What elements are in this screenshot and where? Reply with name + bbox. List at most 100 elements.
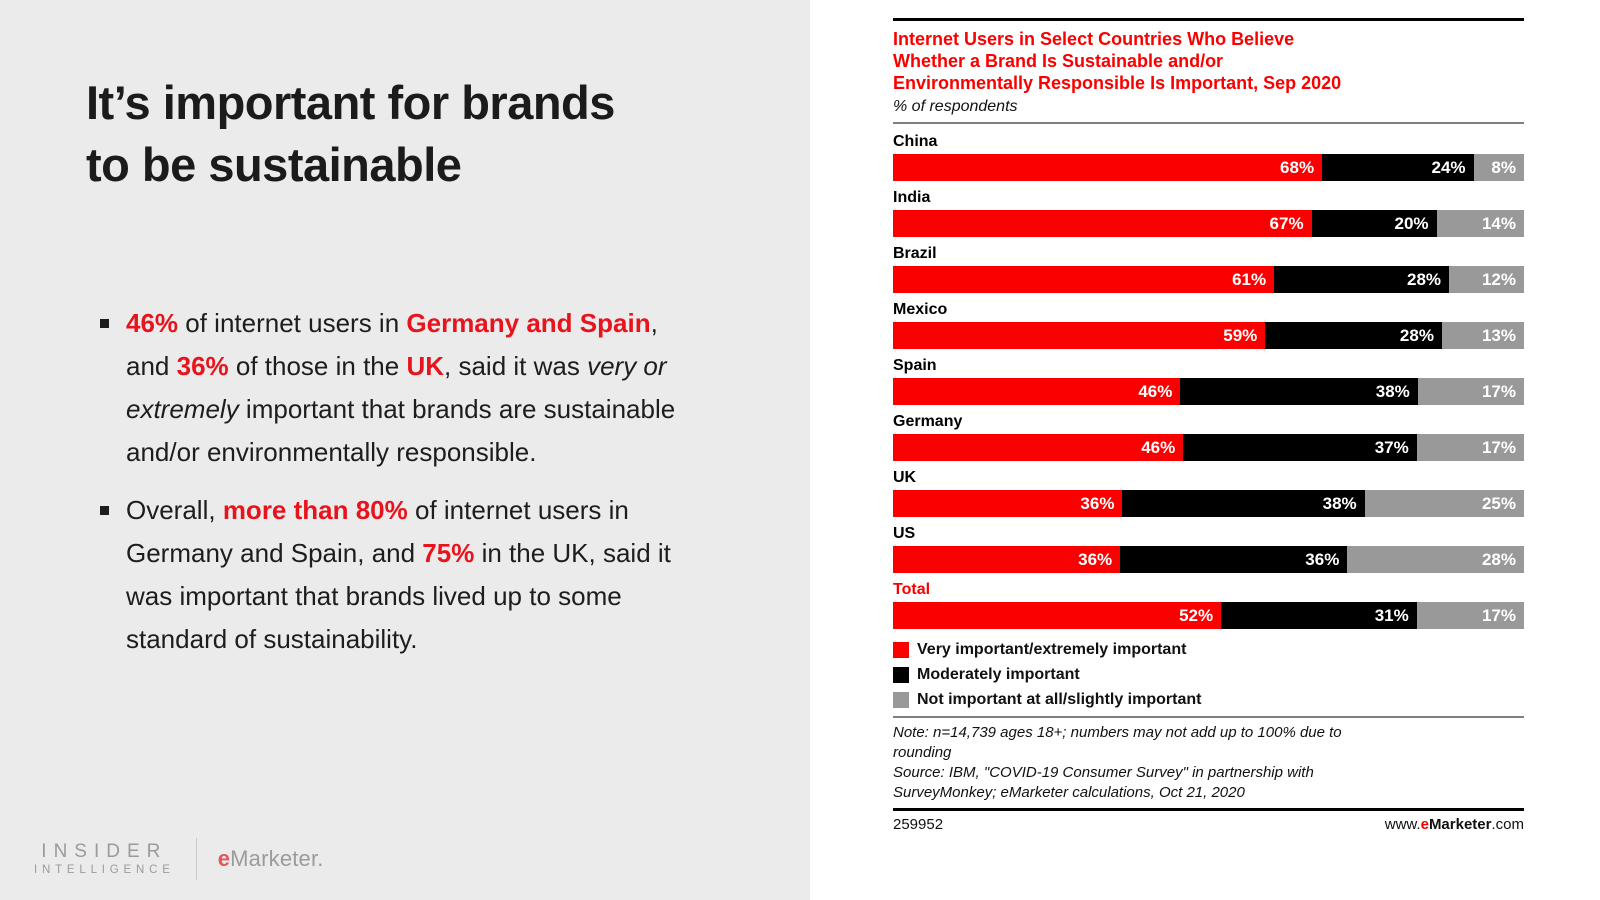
chart-category-label: China bbox=[893, 133, 938, 150]
note-line-2: rounding bbox=[893, 744, 952, 761]
chart-title: Internet Users in Select Countries Who B… bbox=[893, 28, 1524, 94]
bullet-text-segment: UK bbox=[406, 351, 445, 381]
chart-value-label: 68% bbox=[1280, 157, 1315, 177]
chart-bar-segment: 28% bbox=[1265, 322, 1442, 349]
bullet-item: 46% of internet users in Germany and Spa… bbox=[100, 302, 685, 474]
chart-row-total: Total 52% 31% 17% bbox=[893, 580, 1524, 629]
legend-label: Moderately important bbox=[917, 666, 1080, 683]
chart-value-label: 17% bbox=[1481, 605, 1516, 625]
chart-value-label: 24% bbox=[1431, 157, 1466, 177]
slide-title-line-1: It’s important for brands bbox=[86, 76, 615, 129]
bullet-text: 46% of internet users in Germany and Spa… bbox=[126, 302, 685, 474]
chart-bar: 61% 28% 12% bbox=[893, 266, 1524, 293]
url-suffix: .com bbox=[1491, 816, 1524, 833]
chart-value-label: 36% bbox=[1078, 549, 1113, 569]
chart-bar-segment: 14% bbox=[1436, 210, 1524, 237]
chart-bar-segment: 28% bbox=[1347, 546, 1524, 573]
chart-category-label: India bbox=[893, 189, 931, 206]
chart-bar-segment: 8% bbox=[1473, 154, 1524, 181]
slide-title-line-2: to be sustainable bbox=[86, 138, 462, 191]
chart-value-label: 46% bbox=[1141, 437, 1176, 457]
chart-value-label: 31% bbox=[1374, 605, 1409, 625]
bullet-text-segment: of those in the bbox=[228, 351, 407, 381]
chart-value-label: 36% bbox=[1305, 549, 1340, 569]
chart-legend: Very important/extremely important Modera… bbox=[893, 641, 1524, 708]
chart-row-us: US 36% 36% 28% bbox=[893, 524, 1524, 573]
legend-swatch-icon bbox=[893, 641, 909, 658]
bullet-text-segment: important that brands are sustainable an… bbox=[126, 394, 676, 467]
chart-subtitle-rule bbox=[893, 122, 1524, 124]
chart-bar: 67% 20% 14% bbox=[893, 210, 1524, 237]
emarketer-logo-rest: Marketer. bbox=[230, 846, 324, 871]
chart-value-label: 14% bbox=[1481, 213, 1516, 233]
emarketer-url[interactable]: www.eMarketer.com bbox=[1385, 816, 1524, 833]
bullet-text-segment: Overall, bbox=[126, 495, 223, 525]
bullet-text-segment: , and bbox=[126, 308, 658, 381]
bullet-text-segment: 36% bbox=[176, 351, 229, 381]
chart-value-label: 25% bbox=[1481, 493, 1516, 513]
chart-bar: 46% 37% 17% bbox=[893, 434, 1524, 461]
chart-bar-segment: 46% bbox=[893, 378, 1181, 405]
bullet-text-segment: , said it was bbox=[444, 351, 588, 381]
bullet-text-segment: more than 80% bbox=[222, 495, 408, 525]
chart-category-label: Spain bbox=[893, 357, 937, 374]
chart-bar-segment: 12% bbox=[1449, 266, 1524, 293]
chart-bar-segment: 28% bbox=[1274, 266, 1450, 293]
chart-value-label: 46% bbox=[1138, 381, 1173, 401]
chart-category-label: Mexico bbox=[893, 301, 948, 318]
chart-category-label: Germany bbox=[893, 413, 963, 430]
chart-bar-segment: 36% bbox=[893, 490, 1123, 517]
chart-bar: 59% 28% 13% bbox=[893, 322, 1524, 349]
insider-intelligence-emarketer-logo: INSIDER INTELLIGENCE eMarketer. bbox=[34, 838, 324, 880]
chart-category-label: US bbox=[893, 525, 916, 542]
chart-bottom-rule bbox=[893, 808, 1524, 811]
url-e: e bbox=[1420, 816, 1429, 833]
logo-intelligence-text: INTELLIGENCE bbox=[34, 863, 175, 876]
chart-value-label: 36% bbox=[1080, 493, 1115, 513]
chart-category-label: Brazil bbox=[893, 245, 937, 262]
chart-category-label: UK bbox=[893, 469, 917, 486]
chart-bar-segment: 52% bbox=[893, 602, 1222, 629]
chart-value-label: 38% bbox=[1375, 381, 1410, 401]
chart-bar-segment: 36% bbox=[893, 546, 1121, 573]
chart-bar: 36% 38% 25% bbox=[893, 490, 1524, 517]
legend-item: Not important at all/slightly important bbox=[893, 691, 1524, 708]
bullet-marker-icon bbox=[100, 319, 109, 328]
bullet-text-segment: 46% bbox=[126, 308, 179, 338]
chart-value-label: 67% bbox=[1269, 213, 1304, 233]
chart-bar-segment: 68% bbox=[893, 154, 1323, 181]
legend-item: Very important/extremely important bbox=[893, 641, 1524, 658]
chart-subtitle: % of respondents bbox=[893, 98, 1018, 115]
emarketer-chart: Internet Users in Select Countries Who B… bbox=[893, 0, 1524, 833]
bullet-text-segment: 75% bbox=[422, 538, 475, 568]
note-line-3: Source: IBM, "COVID-19 Consumer Survey" … bbox=[893, 764, 1314, 781]
bullet-text: Overall, more than 80% of internet users… bbox=[126, 489, 685, 661]
legend-label: Very important/extremely important bbox=[917, 641, 1187, 658]
chart-row-india: India 67% 20% 14% bbox=[893, 188, 1524, 237]
chart-bar-segment: 67% bbox=[893, 210, 1312, 237]
chart-value-label: 28% bbox=[1406, 269, 1442, 289]
chart-value-label: 12% bbox=[1481, 269, 1516, 289]
legend-swatch-icon bbox=[893, 691, 909, 708]
chart-category-label: Total bbox=[893, 581, 931, 598]
chart-row-uk: UK 36% 38% 25% bbox=[893, 468, 1524, 517]
chart-notes: Note: n=14,739 ages 18+; numbers may not… bbox=[893, 723, 1524, 803]
chart-value-label: 17% bbox=[1481, 437, 1516, 457]
note-line-4: SurveyMonkey; eMarketer calculations, Oc… bbox=[893, 784, 1245, 801]
chart-value-label: 8% bbox=[1491, 157, 1516, 177]
chart-bar-segment: 36% bbox=[1120, 546, 1348, 573]
chart-value-label: 37% bbox=[1374, 437, 1409, 457]
chart-id: 259952 bbox=[893, 816, 944, 833]
chart-bar-segment: 17% bbox=[1416, 434, 1524, 461]
bullet-text-segment: of internet users in Germany and Spain, … bbox=[126, 495, 629, 568]
chart-value-label: 38% bbox=[1322, 493, 1357, 513]
bullet-list: 46% of internet users in Germany and Spa… bbox=[100, 302, 685, 676]
chart-bar-segment: 20% bbox=[1311, 210, 1437, 237]
chart-row-spain: Spain 46% 38% 17% bbox=[893, 356, 1524, 405]
chart-bar: 36% 36% 28% bbox=[893, 546, 1524, 573]
chart-title-line-2: Whether a Brand Is Sustainable and/or bbox=[893, 51, 1224, 71]
chart-bar-segment: 17% bbox=[1416, 602, 1524, 629]
chart-footer: 259952 www.eMarketer.com bbox=[893, 816, 1524, 833]
chart-value-label: 13% bbox=[1481, 325, 1516, 345]
chart-value-label: 20% bbox=[1394, 213, 1429, 233]
